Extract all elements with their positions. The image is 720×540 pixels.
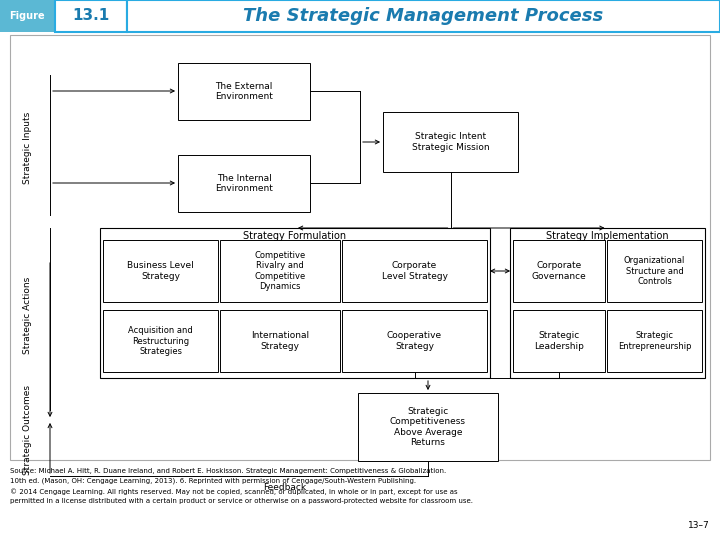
- Bar: [342, 310, 487, 372]
- Bar: [127, 0, 720, 32]
- Text: Cooperative
Strategy: Cooperative Strategy: [387, 332, 442, 350]
- Bar: [513, 310, 605, 372]
- Bar: [607, 310, 702, 372]
- Text: Corporate
Governance: Corporate Governance: [531, 261, 586, 281]
- Bar: [358, 393, 498, 461]
- Text: Strategic
Entrepreneurship: Strategic Entrepreneurship: [618, 332, 691, 350]
- Bar: [342, 240, 487, 302]
- Bar: [178, 155, 310, 212]
- Text: Corporate
Level Strategy: Corporate Level Strategy: [382, 261, 448, 281]
- Text: The Internal
Environment: The Internal Environment: [215, 174, 273, 193]
- Bar: [510, 228, 705, 378]
- Bar: [100, 228, 490, 378]
- Text: Strategic
Competitiveness
Above Average
Returns: Strategic Competitiveness Above Average …: [390, 407, 466, 447]
- Bar: [178, 63, 310, 120]
- Bar: [0, 0, 55, 32]
- Bar: [383, 112, 518, 172]
- Text: Feedback: Feedback: [264, 483, 307, 491]
- Text: permitted in a license distributed with a certain product or service or otherwis: permitted in a license distributed with …: [10, 498, 473, 504]
- Bar: [103, 310, 218, 372]
- Text: Strategic
Leadership: Strategic Leadership: [534, 332, 584, 350]
- Text: The Strategic Management Process: The Strategic Management Process: [243, 7, 603, 25]
- Bar: [103, 240, 218, 302]
- Text: Business Level
Strategy: Business Level Strategy: [127, 261, 194, 281]
- Bar: [10, 35, 710, 460]
- Bar: [607, 240, 702, 302]
- Text: Strategic Outcomes: Strategic Outcomes: [24, 385, 32, 475]
- Text: © 2014 Cengage Learning. All rights reserved. May not be copied, scanned, or dup: © 2014 Cengage Learning. All rights rese…: [10, 488, 458, 495]
- Text: Competitive
Rivalry and
Competitive
Dynamics: Competitive Rivalry and Competitive Dyna…: [254, 251, 305, 291]
- Bar: [513, 240, 605, 302]
- Text: 10th ed. (Mason, OH: Cengage Learning, 2013). 6. Reprinted with permission of Ce: 10th ed. (Mason, OH: Cengage Learning, 2…: [10, 478, 416, 484]
- Text: Strategy Implementation: Strategy Implementation: [546, 231, 669, 241]
- Text: Figure: Figure: [9, 11, 45, 21]
- Text: Organizational
Structure and
Controls: Organizational Structure and Controls: [624, 256, 685, 286]
- Text: Source: Michael A. Hitt, R. Duane Ireland, and Robert E. Hoskisson. Strategic Ma: Source: Michael A. Hitt, R. Duane Irelan…: [10, 468, 446, 474]
- Text: Strategy Formulation: Strategy Formulation: [243, 231, 346, 241]
- Text: Strategic Inputs: Strategic Inputs: [24, 112, 32, 184]
- Text: 13–7: 13–7: [688, 521, 710, 530]
- Bar: [220, 240, 340, 302]
- Text: Acquisition and
Restructuring
Strategies: Acquisition and Restructuring Strategies: [128, 326, 193, 356]
- Bar: [220, 310, 340, 372]
- Text: Strategic Actions: Strategic Actions: [24, 276, 32, 354]
- Bar: [55, 0, 127, 32]
- Text: Strategic Intent
Strategic Mission: Strategic Intent Strategic Mission: [412, 132, 490, 152]
- Text: 13.1: 13.1: [73, 9, 109, 24]
- Text: International
Strategy: International Strategy: [251, 332, 309, 350]
- Text: The External
Environment: The External Environment: [215, 82, 273, 101]
